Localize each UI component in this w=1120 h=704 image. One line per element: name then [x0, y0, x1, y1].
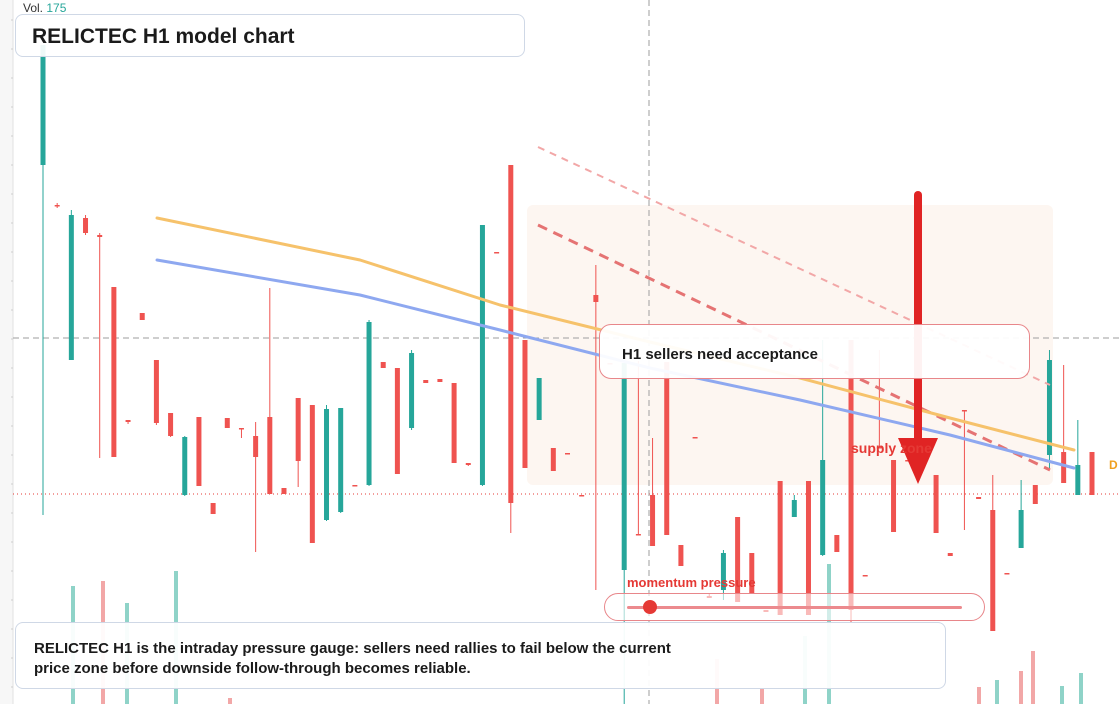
candle-body — [720, 553, 726, 590]
price-tag: D — [1107, 457, 1120, 473]
candle-body — [834, 535, 840, 552]
candle-body — [891, 460, 897, 532]
candle-body — [54, 205, 60, 207]
note-text: RELICTEC H1 is the intraday pressure gau… — [34, 640, 671, 677]
volume-label: Vol. — [23, 1, 44, 15]
candle-body — [678, 545, 684, 566]
candle-body — [182, 437, 188, 495]
candle-body — [97, 235, 103, 237]
candle-body — [692, 437, 698, 439]
candle-body — [1089, 452, 1095, 495]
candle-body — [791, 500, 797, 517]
candle-body — [550, 448, 556, 471]
candle-body — [579, 495, 585, 497]
candle-body — [153, 360, 159, 423]
candle-body — [990, 510, 996, 631]
candle-body — [749, 553, 755, 593]
volume-bar — [1079, 673, 1083, 704]
candle-body — [848, 340, 854, 610]
gauge-knob[interactable] — [643, 600, 657, 614]
candle-body — [961, 410, 967, 412]
volume-bar — [1031, 651, 1035, 704]
candle-body — [423, 380, 429, 383]
candle-body — [735, 517, 741, 602]
candle-body — [876, 447, 882, 449]
volume-readout: Vol. 175 — [23, 1, 66, 15]
candle-body — [1075, 465, 1081, 495]
candle-body — [635, 534, 641, 536]
candle-body — [451, 383, 457, 463]
volume-bar — [995, 680, 999, 704]
candle-body — [805, 481, 811, 615]
candle-body — [394, 368, 400, 474]
price-tag-text: D — [1109, 458, 1118, 472]
candle-body — [196, 417, 202, 486]
candle-body — [593, 295, 599, 302]
volume-value: 175 — [46, 1, 67, 15]
candle-body — [224, 418, 230, 428]
candle-body — [1018, 510, 1024, 548]
chart-title: RELICTEC H1 model chart — [32, 25, 295, 48]
candle-body — [465, 463, 471, 465]
candle-body — [352, 485, 358, 487]
candle-body — [68, 215, 74, 360]
supply-zone-label: supply zone — [851, 440, 932, 456]
candle-body — [380, 362, 386, 368]
volume-bar — [760, 688, 764, 704]
candle-body — [565, 453, 570, 455]
candle-body — [522, 340, 528, 468]
gauge-track — [627, 606, 962, 609]
candle-body — [1046, 360, 1052, 455]
candle-body — [295, 398, 301, 461]
candle-body — [281, 488, 287, 494]
gauge-label: momentum pressure — [627, 575, 756, 590]
candle-body — [976, 497, 982, 499]
candle-body — [253, 436, 259, 457]
candle-body — [536, 378, 542, 420]
candle-body — [777, 481, 783, 615]
candle-body — [933, 475, 939, 533]
note-box: RELICTEC H1 is the intraday pressure gau… — [15, 622, 946, 689]
callout-box: H1 sellers need acceptance — [599, 324, 1030, 379]
candle-body — [947, 553, 953, 556]
down-arrow-head — [898, 438, 938, 484]
trend-line — [537, 223, 1051, 472]
candle-body — [309, 405, 315, 543]
momentum-gauge[interactable] — [604, 593, 985, 621]
candle-body — [238, 428, 244, 430]
candle-body — [111, 287, 117, 457]
candle-body — [267, 417, 273, 494]
candle-body — [324, 409, 330, 520]
candle-body — [437, 379, 443, 382]
candle-body — [366, 322, 372, 485]
candle-body — [664, 362, 670, 535]
candle-body — [494, 252, 500, 254]
volume-bar — [977, 687, 981, 704]
candle-body — [862, 575, 868, 577]
callout-text: H1 sellers need acceptance — [622, 346, 818, 363]
candle-body — [338, 408, 344, 512]
candle-body — [139, 313, 145, 320]
candle-body — [1032, 485, 1038, 504]
volume-bar — [228, 698, 232, 704]
candle-body — [40, 45, 46, 165]
candle-body — [1061, 452, 1067, 483]
candle-body — [650, 495, 656, 546]
chart-title-box: RELICTEC H1 model chart — [15, 14, 525, 57]
y-axis-strip — [0, 0, 13, 704]
candle-body — [409, 353, 415, 428]
candle-body — [621, 363, 627, 570]
candle-body — [905, 460, 911, 462]
candle-body — [479, 225, 485, 485]
candle-body — [1004, 573, 1010, 575]
candle-body — [168, 413, 174, 436]
candle-body — [83, 218, 89, 233]
candle-body — [125, 420, 131, 422]
candle-body — [820, 460, 826, 555]
candle-body — [210, 503, 216, 514]
volume-bar — [1060, 686, 1064, 704]
volume-bar — [1019, 671, 1023, 704]
